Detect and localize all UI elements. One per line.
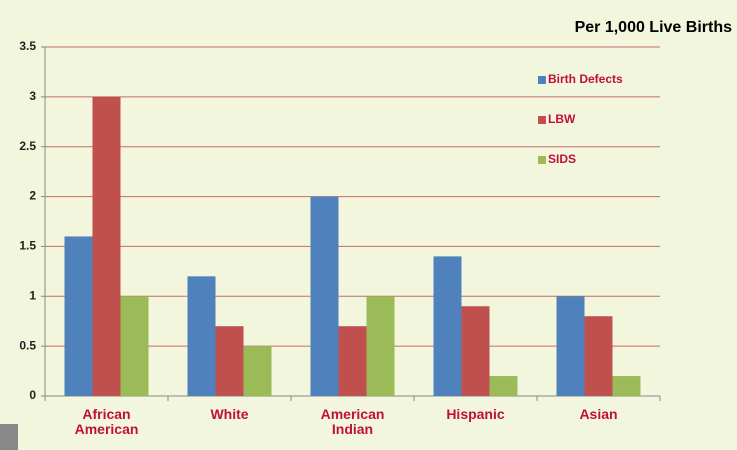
- y-tick-label: 3: [29, 89, 36, 103]
- y-tick-label: 1.5: [19, 239, 36, 253]
- y-tick-label: 3.5: [19, 39, 36, 53]
- decoration: [0, 424, 18, 450]
- bar: [243, 346, 272, 396]
- legend-label: LBW: [548, 112, 576, 126]
- legend-label: SIDS: [548, 152, 576, 166]
- bar: [92, 96, 121, 396]
- bar: [215, 326, 244, 396]
- bar: [187, 276, 216, 396]
- x-tick-label-box: Asian: [579, 407, 618, 422]
- legend-label: Birth Defects: [548, 72, 623, 86]
- bar: [584, 316, 613, 396]
- bar: [366, 296, 395, 396]
- bar: [461, 306, 490, 396]
- y-tick-label: 2.5: [19, 139, 36, 153]
- x-tick-label-box: African American: [74, 407, 139, 437]
- y-tick-label: 1: [29, 288, 36, 302]
- x-tick-label: White: [210, 407, 249, 422]
- legend-swatch: [538, 76, 546, 84]
- legend-swatch: [538, 156, 546, 164]
- bar: [489, 376, 518, 396]
- bar: [433, 256, 462, 396]
- x-tick-label: Hispanic: [446, 407, 505, 422]
- y-tick-label: 0.5: [19, 338, 36, 352]
- chart-title: Per 1,000 Live Births: [575, 19, 733, 36]
- bar: [338, 326, 367, 396]
- x-tick-label-box: Hispanic: [446, 407, 505, 422]
- x-tick-label: American Indian: [320, 407, 385, 437]
- y-tick-label: 0: [29, 388, 36, 402]
- bar: [612, 376, 641, 396]
- bar: [310, 196, 339, 396]
- legend-swatch: [538, 116, 546, 124]
- bar: [120, 296, 149, 396]
- y-tick-label: 2: [29, 189, 36, 203]
- bar: [556, 296, 585, 396]
- x-tick-label-box: American Indian: [320, 407, 385, 437]
- bar: [64, 236, 93, 396]
- x-tick-label: African American: [74, 407, 139, 437]
- x-tick-label: Asian: [579, 407, 618, 422]
- x-tick-label-box: White: [210, 407, 249, 422]
